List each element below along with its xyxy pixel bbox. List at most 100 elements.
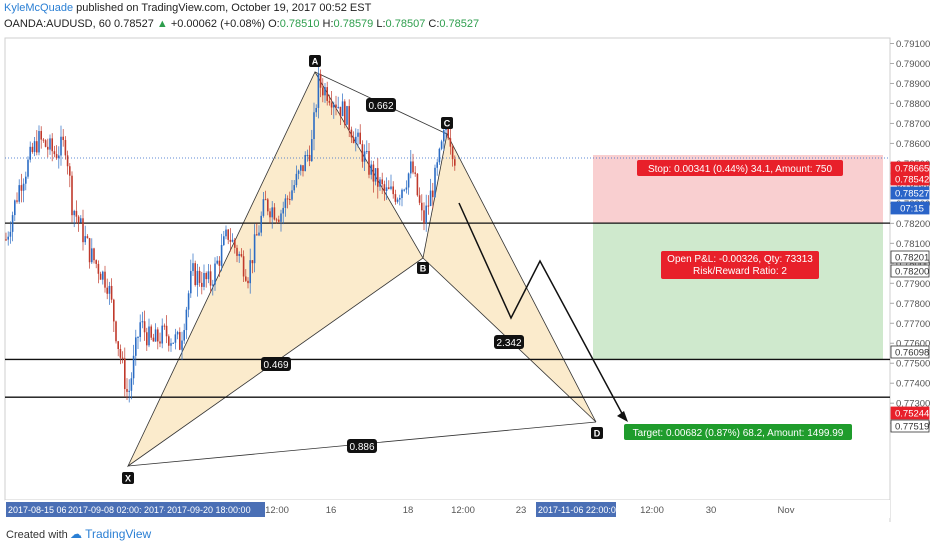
candle-body <box>264 199 267 201</box>
candle-body <box>115 321 117 342</box>
candle-body <box>47 146 49 150</box>
candle-body <box>84 236 86 243</box>
candle-body <box>73 210 75 216</box>
price-axis-badge-label: 0.78201 <box>895 253 929 264</box>
x-tick-label: 12:00 <box>451 505 475 516</box>
candle-body <box>49 138 51 150</box>
candle-body <box>137 337 139 339</box>
ratio-label-box <box>347 439 377 453</box>
candle-body <box>205 273 207 280</box>
candle-body <box>432 190 434 198</box>
x-date-badge <box>165 502 265 517</box>
symbol-name[interactable]: OANDA:AUDUSD, 60 <box>4 18 111 30</box>
candle-body <box>289 199 291 201</box>
candle-body <box>346 106 348 125</box>
candle-body <box>372 164 375 182</box>
price-axis-badge-label: 0.78665 <box>895 164 929 175</box>
candle-body <box>99 273 102 280</box>
candle-body <box>64 140 67 156</box>
candle-body <box>368 151 370 175</box>
candle-body <box>359 132 361 145</box>
candle-body <box>262 199 265 216</box>
point-label-d: D <box>594 429 601 439</box>
candle-body <box>410 161 412 174</box>
x-tick-label: 12:00 <box>640 505 664 516</box>
pnl-label: Open P&L: -0.00326, Qty: 73313 <box>667 254 813 265</box>
candle-body <box>267 199 269 212</box>
candle-body <box>350 129 353 138</box>
ratio-label-box <box>261 357 291 371</box>
candle-body <box>174 334 177 343</box>
candle-body <box>245 276 247 281</box>
candle-body <box>9 231 12 237</box>
price-axis-badge <box>890 250 930 264</box>
candle-body <box>240 254 243 257</box>
candle-body <box>170 343 172 346</box>
candle-body <box>333 104 335 108</box>
candle-body <box>407 173 410 188</box>
candle-body <box>203 273 205 287</box>
candle-body <box>390 186 392 189</box>
candle-body <box>361 144 364 162</box>
x-date-label: 2017-08-15 06:0 <box>8 505 74 515</box>
candle-body <box>319 74 322 88</box>
candle-body <box>282 207 284 214</box>
candle-body <box>51 138 53 152</box>
candle-body <box>201 282 203 287</box>
y-tick-label: 0.79000 <box>896 59 930 70</box>
candle-body <box>40 131 42 140</box>
ratio-label: 2.342 <box>496 338 521 349</box>
open-label: O: <box>268 18 280 30</box>
candle-body <box>194 263 196 286</box>
candle-body <box>154 329 157 342</box>
candle-body <box>44 140 47 147</box>
created-with-text: Created with <box>6 529 68 541</box>
candle-body <box>168 336 170 346</box>
brand-name: TradingView <box>85 527 152 541</box>
candle-body <box>220 245 223 266</box>
candle-body <box>414 172 416 174</box>
y-tick-label: 0.77500 <box>896 359 930 370</box>
price-axis-badge <box>890 419 930 433</box>
stop-label: Stop: 0.00341 (0.44%) 34.1, Amount: 750 <box>648 164 832 175</box>
candle-body <box>418 195 421 203</box>
candle-body <box>25 176 27 184</box>
candle-body <box>209 271 212 286</box>
candle-body <box>399 198 401 200</box>
x-date-label: 2017-11-06 22:00:00 <box>538 505 621 515</box>
candle-body <box>82 218 84 243</box>
candle-body <box>108 285 111 294</box>
candle-body <box>392 186 394 195</box>
candle-body <box>110 285 113 300</box>
candle-body <box>165 325 168 337</box>
candle-body <box>5 239 7 241</box>
candle-body <box>106 287 108 294</box>
candle-body <box>218 260 221 266</box>
price-axis-badge-label: 0.78200 <box>895 267 929 278</box>
y-tick-label: 0.77600 <box>896 339 930 350</box>
candle-body <box>381 179 383 185</box>
candle-body <box>436 162 438 168</box>
candle-body <box>401 189 403 199</box>
author-link[interactable]: KyleMcQuade <box>4 2 74 14</box>
candle-body <box>207 271 210 280</box>
position-label-box <box>661 251 819 279</box>
tradingview-logo-icon[interactable]: ☁ TradingView <box>70 527 152 541</box>
candle-body <box>344 101 346 125</box>
candle-body <box>388 187 390 189</box>
candle-body <box>326 87 328 101</box>
candle-body <box>183 330 185 341</box>
candle-body <box>427 205 430 207</box>
y-tick-label: 0.77900 <box>896 279 930 290</box>
candle-body <box>128 390 130 392</box>
candle-body <box>286 198 289 200</box>
candle-body <box>60 136 62 156</box>
candle-body <box>278 219 280 222</box>
candle-body <box>152 337 155 342</box>
x-tick-label: 30 <box>706 505 717 516</box>
candle-body <box>29 146 31 160</box>
candle-body <box>379 179 381 187</box>
price-chart[interactable]: 0.79100 0.79000 0.78900 0.78800 0.78700 0.786… <box>0 34 932 522</box>
candle-body <box>55 154 58 159</box>
publish-info: published on TradingView.com, October 19… <box>76 2 372 14</box>
